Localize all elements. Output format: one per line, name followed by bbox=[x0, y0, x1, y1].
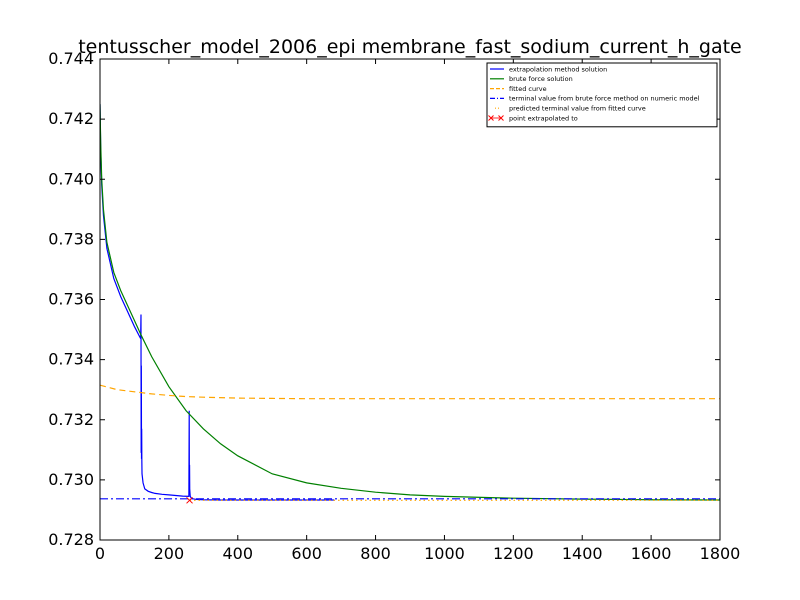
legend-label-3: terminal value from brute force method o… bbox=[509, 95, 700, 103]
series-0-line bbox=[100, 104, 335, 501]
ticks-layer: 0 200 400 600 800 1000 1200 1400 1600 1800 0.728 0.… bbox=[48, 49, 740, 563]
x-tick-label-6: 1200 bbox=[493, 544, 534, 563]
legend-label-0: extrapolation method solution bbox=[509, 65, 607, 73]
series-layer bbox=[100, 104, 720, 504]
y-tick-label-6: 0.740 bbox=[48, 169, 94, 188]
legend-box bbox=[486, 62, 718, 128]
x-tick-label-7: 1400 bbox=[562, 544, 603, 563]
series-1-line bbox=[100, 104, 720, 501]
y-tick-label-4: 0.736 bbox=[48, 290, 94, 309]
series-2-line bbox=[100, 384, 720, 400]
chart-title: tentusscher_model_2006_epi membrane_fast… bbox=[78, 36, 742, 58]
legend-label-1: brute force solution bbox=[509, 75, 573, 83]
x-tick-label-1: 200 bbox=[154, 544, 185, 563]
plot-frame bbox=[99, 58, 721, 541]
y-tick-label-3: 0.734 bbox=[48, 350, 94, 369]
y-tick-label-0: 0.728 bbox=[48, 530, 94, 549]
y-tick-label-7: 0.742 bbox=[48, 109, 94, 128]
x-tick-label-5: 1000 bbox=[424, 544, 465, 563]
x-tick-label-0: 0 bbox=[95, 544, 105, 563]
x-tick-label-8: 1600 bbox=[631, 544, 672, 563]
legend-label-2: fitted curve bbox=[509, 85, 547, 93]
x-tick-label-9: 1800 bbox=[700, 544, 741, 563]
y-tick-label-1: 0.730 bbox=[48, 470, 94, 489]
x-tick-label-2: 400 bbox=[223, 544, 254, 563]
legend: extrapolation method solution brute force… bbox=[486, 62, 718, 128]
y-tick-label-8: 0.744 bbox=[48, 49, 94, 68]
x-tick-label-3: 600 bbox=[291, 544, 322, 563]
legend-label-4: predicted terminal value from fitted cur… bbox=[509, 105, 646, 113]
y-tick-label-2: 0.732 bbox=[48, 410, 94, 429]
x-tick-label-4: 800 bbox=[360, 544, 391, 563]
legend-label-5: point extrapolated to bbox=[509, 114, 578, 122]
series-5-marker-0 bbox=[186, 496, 193, 504]
y-tick-label-5: 0.738 bbox=[48, 229, 94, 248]
plot-area bbox=[100, 59, 720, 540]
